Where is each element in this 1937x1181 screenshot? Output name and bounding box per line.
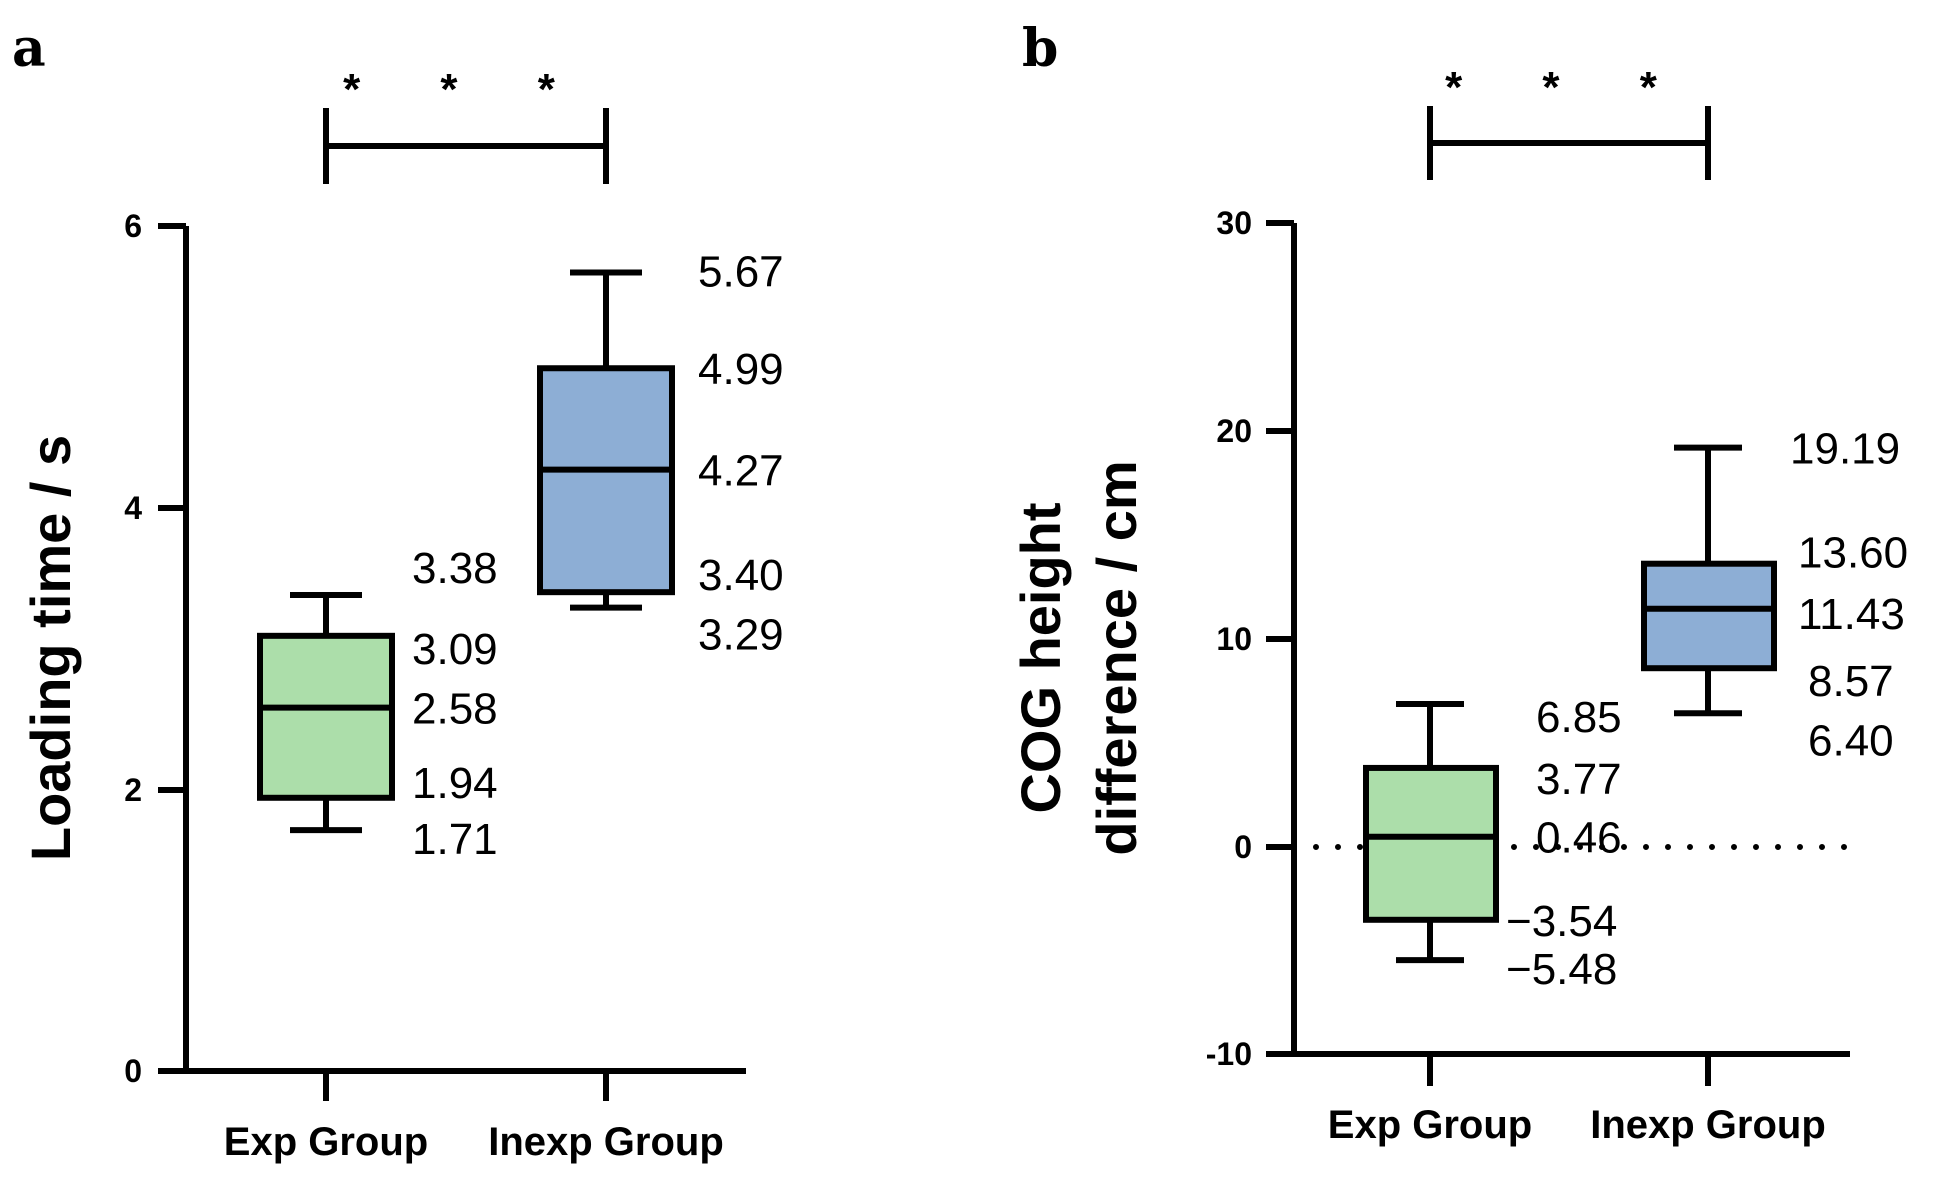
y-tick-label: -10 (1206, 1036, 1252, 1072)
y-tick-0: 0 (124, 1053, 186, 1089)
box-inexp-group: 19.19 13.60 11.43 8.57 6.40 (1644, 425, 1908, 766)
x-category-inexp: Inexp Group (488, 1120, 724, 1164)
value-label-q1: 8.57 (1808, 657, 1894, 706)
value-label-min: 6.40 (1808, 716, 1894, 765)
value-label-q1: 1.94 (412, 759, 498, 808)
significance-bracket: * * * (1430, 63, 1708, 180)
y-tick-label: 20 (1216, 413, 1252, 449)
y-axis-title: Loading time / s (19, 435, 82, 861)
x-category-inexp: Inexp Group (1590, 1103, 1826, 1147)
y-axis-title: COG height difference / cm (1009, 460, 1148, 855)
value-label-q3: 13.60 (1798, 529, 1908, 578)
y-axis-title-line-1: COG height (1009, 502, 1072, 813)
value-label-median: 11.43 (1798, 590, 1905, 639)
value-label-q3: 4.99 (698, 345, 784, 394)
box-iqr (260, 636, 392, 798)
y-tick-label: 0 (124, 1053, 142, 1089)
y-tick-3: 6 (124, 208, 186, 244)
value-label-max: 3.38 (412, 544, 498, 593)
box-plot-figure: a * * * 0 2 4 (0, 0, 1937, 1181)
significance-bracket: * * * (326, 65, 606, 184)
box-iqr (540, 368, 672, 592)
value-label-q1: −3.54 (1506, 897, 1617, 946)
value-label-median: 2.58 (412, 685, 498, 734)
y-tick-label: 0 (1234, 829, 1252, 865)
y-tick-1: 0 (1234, 829, 1294, 865)
panel-label: b (1022, 18, 1058, 79)
y-tick-2: 4 (124, 490, 186, 526)
box-exp-group: 6.85 3.77 0.46 −3.54 −5.48 (1366, 693, 1622, 994)
box-iqr (1366, 768, 1496, 920)
box-inexp-group: 5.67 4.99 4.27 3.40 3.29 (540, 247, 784, 659)
significance-stars: * * * (1445, 63, 1691, 112)
y-tick-label: 30 (1216, 205, 1252, 241)
value-label-max: 6.85 (1536, 693, 1622, 742)
panel-label: a (12, 18, 46, 79)
x-category-exp: Exp Group (1328, 1103, 1532, 1147)
value-label-min: 1.71 (412, 815, 498, 864)
value-label-max: 5.67 (698, 247, 784, 296)
value-label-max: 19.19 (1790, 425, 1900, 474)
y-tick-4: 30 (1216, 205, 1294, 241)
value-label-q3: 3.77 (1536, 755, 1622, 804)
value-label-q1: 3.40 (698, 551, 784, 600)
y-tick-1: 2 (124, 772, 186, 808)
y-tick-label: 2 (124, 772, 142, 808)
y-tick-2: 10 (1216, 621, 1294, 657)
y-axis-title-line-2: difference / cm (1085, 460, 1148, 855)
value-label-min: −5.48 (1506, 945, 1617, 994)
panel-a: a * * * 0 2 4 (12, 18, 784, 1164)
value-label-min: 3.29 (698, 611, 784, 660)
y-tick-0: -10 (1206, 1036, 1294, 1072)
box-iqr (1644, 564, 1774, 668)
y-tick-label: 4 (124, 490, 142, 526)
y-tick-label: 10 (1216, 621, 1252, 657)
y-tick-3: 20 (1216, 413, 1294, 449)
x-category-exp: Exp Group (224, 1120, 428, 1164)
box-exp-group: 3.38 3.09 2.58 1.94 1.71 (260, 544, 498, 864)
value-label-median: 4.27 (698, 447, 784, 496)
figure: a * * * 0 2 4 (0, 0, 1937, 1181)
significance-stars: * * * (343, 65, 589, 114)
panel-b: b * * * -10 0 (1009, 18, 1908, 1147)
y-tick-label: 6 (124, 208, 142, 244)
value-label-median: 0.46 (1536, 814, 1622, 863)
value-label-q3: 3.09 (412, 625, 498, 674)
